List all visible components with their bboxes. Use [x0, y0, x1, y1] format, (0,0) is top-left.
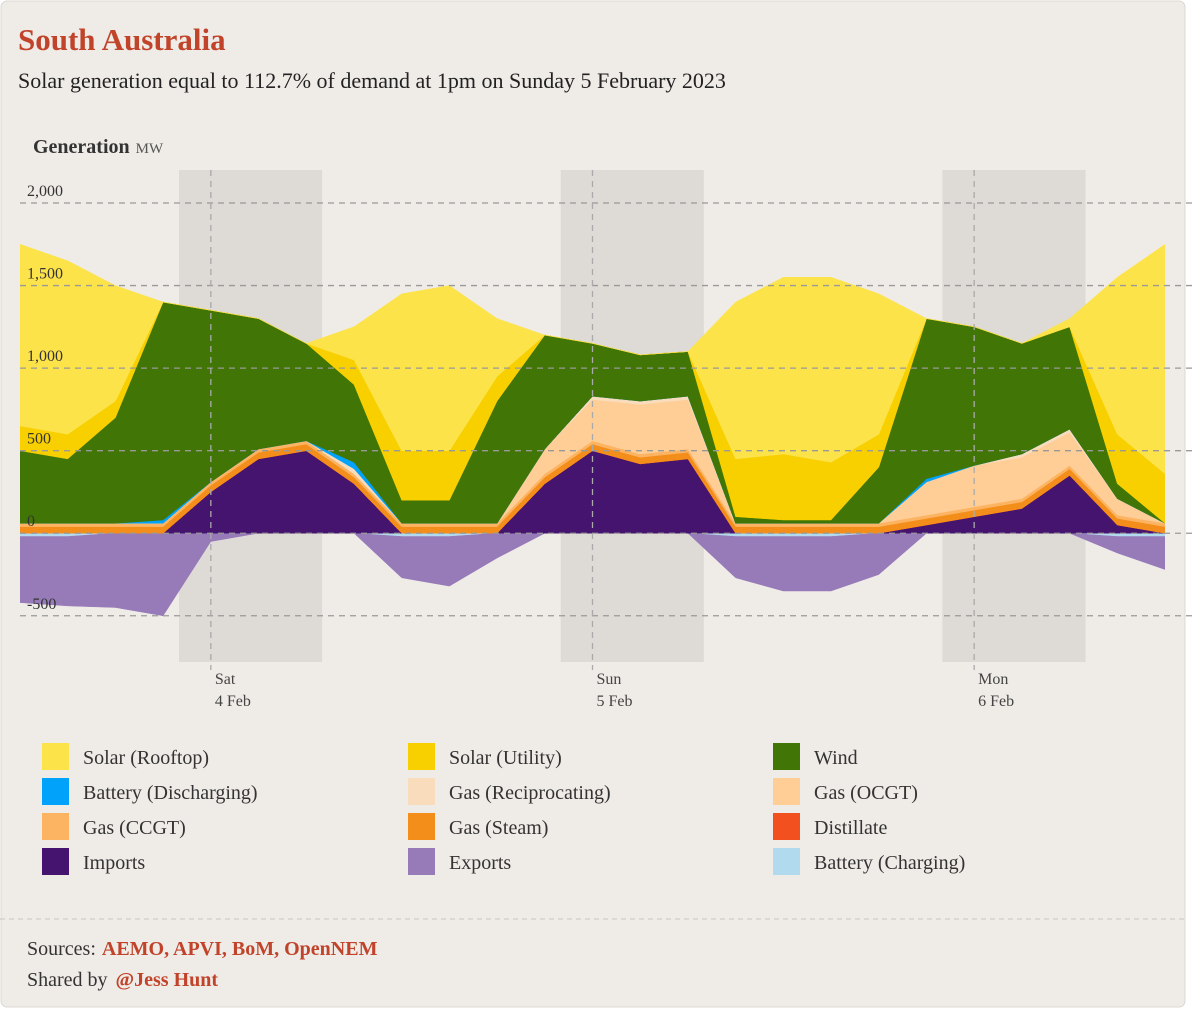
area [20, 244, 1165, 475]
y-tick-label: 500 [27, 431, 51, 448]
legend-swatch [408, 813, 435, 840]
y-label: Generation [33, 136, 130, 158]
shared: Shared by @Jess Hunt [27, 969, 218, 991]
legend-swatch [42, 743, 69, 770]
y-tick-label: 1,500 [27, 266, 63, 283]
legend-label: Gas (Steam) [449, 817, 548, 839]
legend-label: Gas (CCGT) [83, 817, 186, 839]
sources-label: Sources: [27, 938, 96, 960]
area [20, 532, 1165, 617]
y-unit: MW [136, 141, 164, 157]
legend-label: Solar (Rooftop) [83, 747, 209, 769]
legend-label: Gas (OCGT) [814, 782, 918, 804]
legend-swatch [408, 743, 435, 770]
sources-list: AEMO, APVI, BoM, OpenNEM [102, 938, 378, 960]
x-tick-label: Sat [215, 671, 236, 688]
legend-swatch [42, 813, 69, 840]
shared-label: Shared by [27, 969, 108, 991]
y-tick-label: -500 [27, 596, 56, 613]
chart-title: South Australia [18, 22, 226, 57]
axes: -500 0 500 1,000 1,500 2,000 Sat 4 Feb Sun 5 Feb M… [20, 170, 1195, 710]
x-tick-label: 4 Feb [215, 693, 251, 710]
legend-swatch [408, 778, 435, 805]
x-tick-label: Mon [978, 671, 1008, 688]
legend-label: Wind [814, 747, 858, 769]
legend-swatch [773, 778, 800, 805]
legend-label: Distillate [814, 817, 887, 839]
chart-subtitle: Solar generation equal to 112.7% of dema… [18, 68, 726, 93]
legend-label: Gas (Reciprocating) [449, 782, 611, 804]
legend-label: Battery (Charging) [814, 852, 965, 874]
legend-swatch [773, 848, 800, 875]
y-tick-label: 0 [27, 513, 35, 530]
legend-swatch [42, 778, 69, 805]
legend-label: Solar (Utility) [449, 747, 562, 769]
legend-swatch [773, 813, 800, 840]
legend: Solar (Rooftop) Solar (Utility) Wind Batter… [42, 743, 965, 875]
legend-swatch [773, 743, 800, 770]
legend-label: Exports [449, 852, 511, 874]
shared-by: @Jess Hunt [116, 969, 219, 991]
areas [20, 244, 1165, 617]
y-tick-label: 2,000 [27, 183, 63, 200]
legend-label: Battery (Discharging) [83, 782, 258, 804]
y-axis-label: Generation MW [33, 136, 164, 158]
legend-swatch [42, 848, 69, 875]
x-tick-label: Sun [597, 671, 622, 688]
x-tick-label: 5 Feb [597, 693, 633, 710]
y-tick-label: 1,000 [27, 348, 63, 365]
sources: Sources: AEMO, APVI, BoM, OpenNEM [27, 938, 378, 960]
x-tick-label: 6 Feb [978, 693, 1014, 710]
legend-swatch [408, 848, 435, 875]
legend-label: Imports [83, 852, 145, 874]
